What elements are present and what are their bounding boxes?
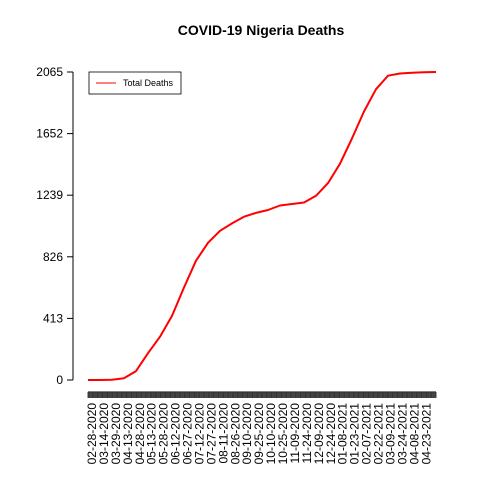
x-tick-label: 07-12-2020 <box>192 403 206 465</box>
y-tick-label: 826 <box>43 250 63 264</box>
x-tick-label: 03-24-2021 <box>395 403 409 465</box>
legend-box <box>88 71 182 95</box>
series-layer <box>88 71 437 381</box>
x-tick-label: 06-12-2020 <box>169 403 183 465</box>
x-tick-label: 03-09-2021 <box>384 403 398 465</box>
x-tick-label: 12-09-2020 <box>312 403 326 465</box>
legend: Total Deaths <box>88 71 182 95</box>
x-tick-label: 02-28-2020 <box>85 403 99 465</box>
x-tick-label: 11-24-2020 <box>300 403 314 464</box>
x-tick-label: 08-26-2020 <box>228 403 242 465</box>
x-tick-label: 02-07-2021 <box>360 403 374 465</box>
x-tick-label: 05-13-2020 <box>145 403 159 465</box>
x-tick-label: 07-27-2020 <box>204 403 218 465</box>
x-axis: 02-28-202003-14-202003-29-202004-13-2020… <box>85 391 437 465</box>
x-tick-label: 02-22-2021 <box>372 403 386 465</box>
x-tick-label: 01-08-2021 <box>336 403 350 465</box>
x-tick-label: 04-08-2021 <box>407 403 421 465</box>
y-tick-label: 2065 <box>36 65 63 79</box>
x-tick-label: 12-24-2020 <box>324 403 338 465</box>
x-tick-label: 09-10-2020 <box>240 403 254 465</box>
x-tick-label: 11-09-2020 <box>288 403 302 464</box>
series-line-total-deaths <box>88 71 437 381</box>
x-tick-label: 01-23-2021 <box>348 403 362 465</box>
x-tick-label: 08-11-2020 <box>216 403 230 464</box>
y-tick-label: 1239 <box>36 188 63 202</box>
x-tick-label: 04-13-2020 <box>121 403 135 465</box>
x-tick-label: 04-23-2021 <box>419 403 433 465</box>
x-tick-label: 10-10-2020 <box>264 403 278 465</box>
y-tick-label: 413 <box>43 311 63 325</box>
x-tick-label: 04-28-2020 <box>133 403 147 465</box>
y-tick-label: 0 <box>56 373 63 387</box>
x-tick-label: 03-29-2020 <box>109 403 123 465</box>
x-tick-label: 03-14-2020 <box>97 403 111 465</box>
x-tick-label: 09-25-2020 <box>252 403 266 465</box>
legend-label-total-deaths: Total Deaths <box>123 78 174 88</box>
x-tick-label: 10-25-2020 <box>276 403 290 465</box>
x-tick-label: 05-28-2020 <box>157 403 171 465</box>
x-tick-label: 06-27-2020 <box>181 403 195 465</box>
y-axis: 0 413 826 1239 1652 2065 <box>36 65 74 387</box>
chart-title: COVID-19 Nigeria Deaths <box>178 22 345 38</box>
y-tick-label: 1652 <box>36 127 63 141</box>
